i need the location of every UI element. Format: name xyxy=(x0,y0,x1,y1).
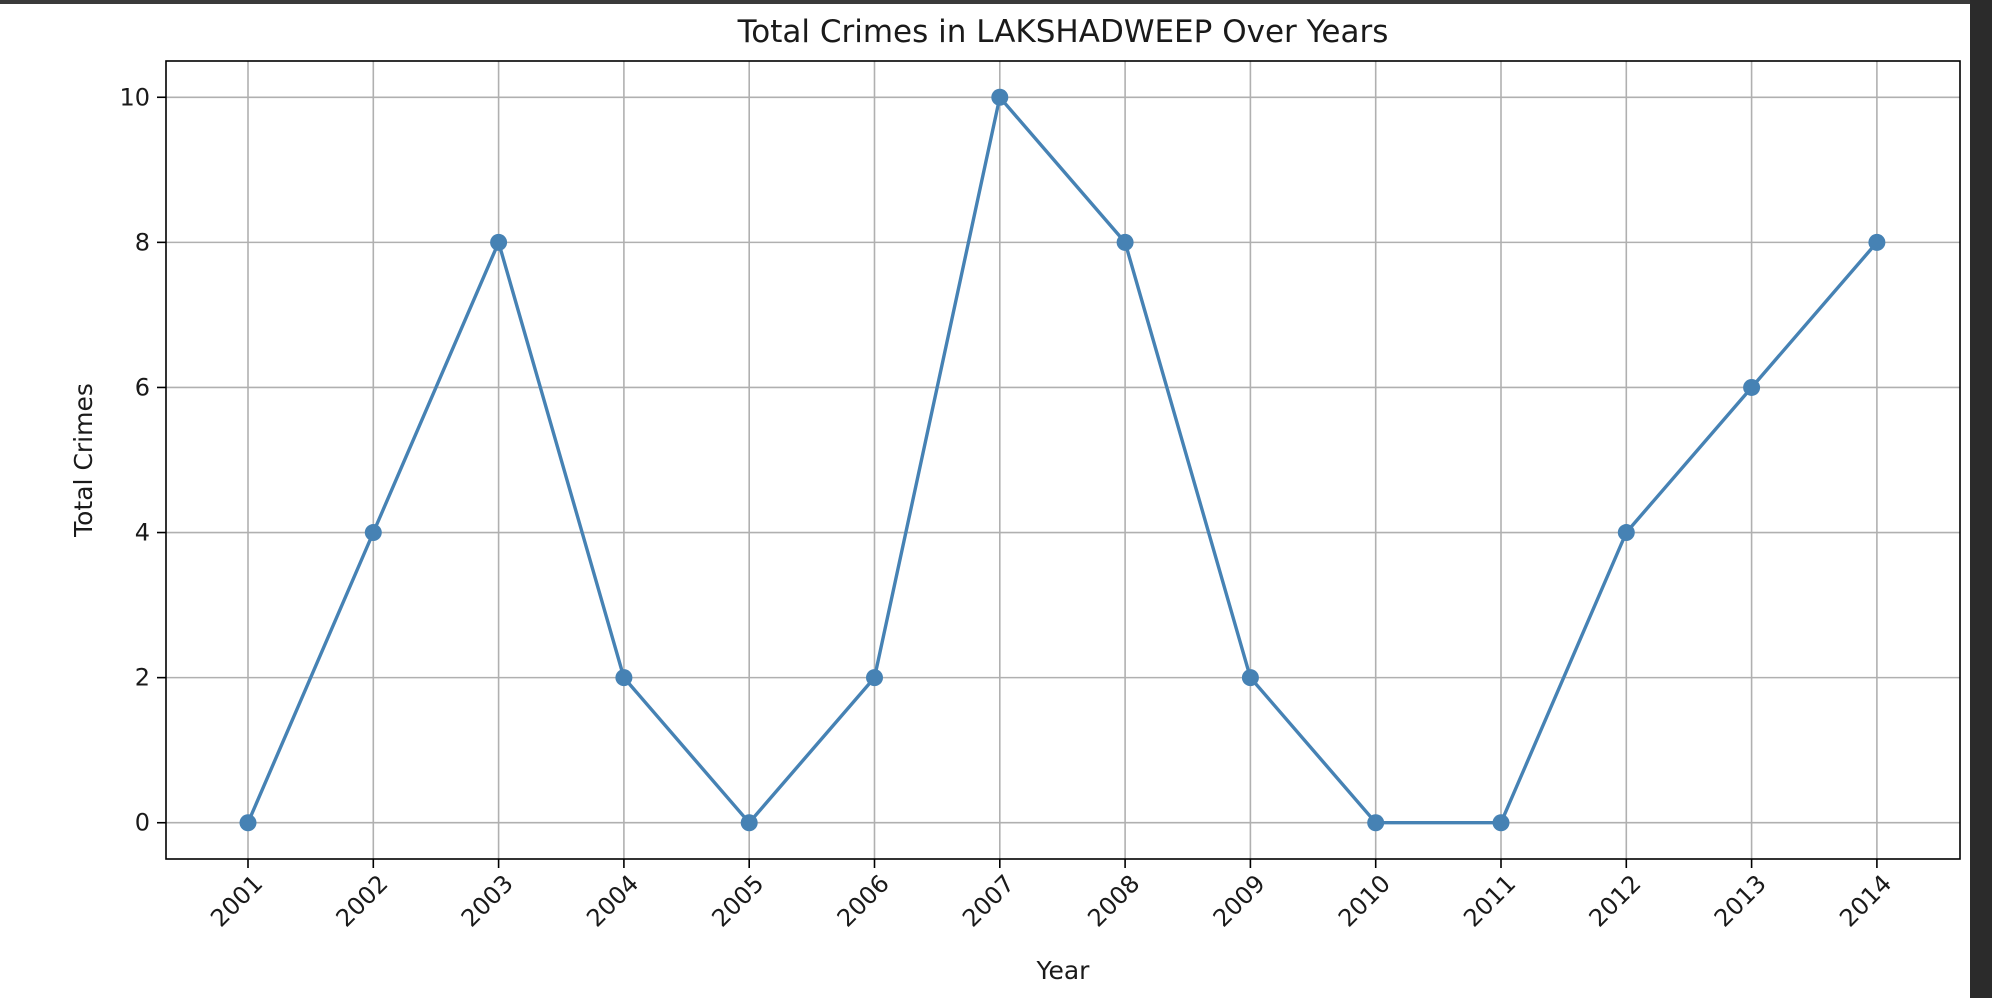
x-tick-label: 2004 xyxy=(581,869,644,932)
x-tick-label: 2009 xyxy=(1208,869,1271,932)
data-point xyxy=(1492,814,1510,832)
data-point xyxy=(615,669,633,687)
series-line xyxy=(246,95,1879,825)
axis-ticks: 2001 2002 2003 2004 2005 2006 2007 2008 2009 2010… xyxy=(119,83,1897,932)
window-right-edge xyxy=(1970,0,1992,998)
x-tick-label: 2011 xyxy=(1458,869,1521,932)
data-point xyxy=(740,814,758,832)
y-tick-label: 4 xyxy=(135,519,150,547)
y-tick-label: 2 xyxy=(135,664,150,692)
data-point xyxy=(239,814,257,832)
x-tick-label: 2003 xyxy=(456,869,519,932)
y-tick-label: 8 xyxy=(135,228,150,256)
x-tick-label: 2005 xyxy=(706,869,769,932)
x-tick-label: 2010 xyxy=(1333,869,1396,932)
y-tick-label: 10 xyxy=(119,83,150,111)
data-point xyxy=(1617,524,1635,542)
x-axis-label: Year xyxy=(1036,956,1091,985)
data-point xyxy=(1116,233,1134,251)
x-tick-label: 2006 xyxy=(832,869,895,932)
series-layer xyxy=(239,88,1886,832)
data-point xyxy=(1743,378,1761,396)
window-top-edge xyxy=(0,0,1992,4)
plot-area-frame xyxy=(165,60,1961,860)
data-point xyxy=(1241,669,1259,687)
x-tick-label: 2012 xyxy=(1584,869,1647,932)
data-point xyxy=(991,88,1009,106)
x-tick-label: 2008 xyxy=(1082,869,1145,932)
y-axis-label: Total Crimes xyxy=(69,383,98,538)
x-tick-label: 2007 xyxy=(957,869,1020,932)
y-tick-label: 0 xyxy=(135,809,150,837)
data-point xyxy=(1367,814,1385,832)
x-tick-label: 2002 xyxy=(331,869,394,932)
grid-lines xyxy=(166,61,1960,859)
data-point xyxy=(1868,233,1886,251)
x-tick-label: 2001 xyxy=(205,869,268,932)
x-tick-label: 2013 xyxy=(1709,869,1772,932)
data-point xyxy=(866,669,883,687)
chart-title: Total Crimes in LAKSHADWEEP Over Years xyxy=(737,14,1389,50)
data-point xyxy=(364,524,382,542)
x-tick-label: 2014 xyxy=(1834,869,1897,932)
y-tick-label: 6 xyxy=(135,373,150,401)
data-point xyxy=(490,233,508,251)
